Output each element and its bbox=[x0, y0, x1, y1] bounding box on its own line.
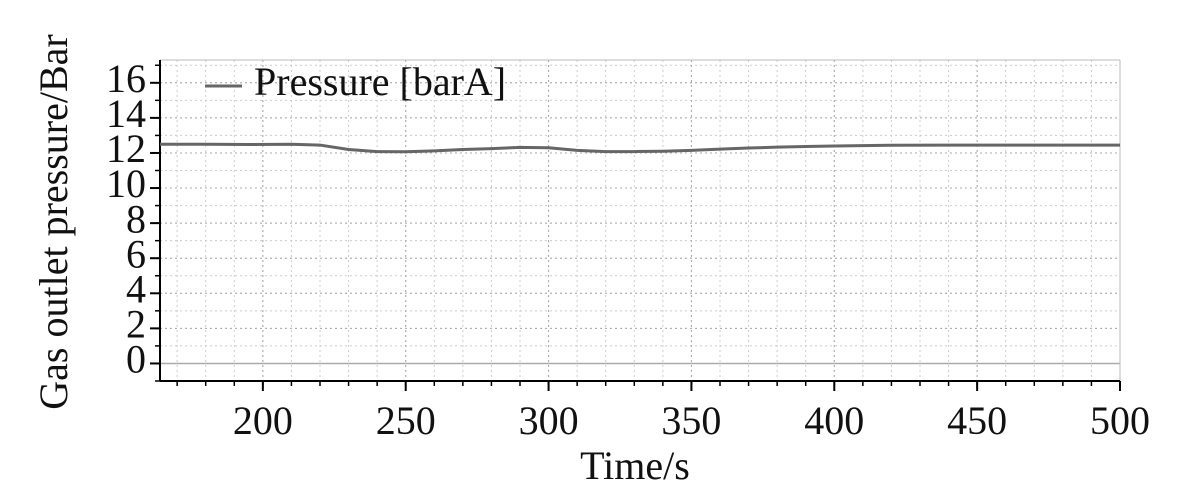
y-tick-label: 10 bbox=[106, 161, 146, 206]
x-tick-label: 200 bbox=[233, 398, 293, 443]
y-tick-label: 14 bbox=[106, 91, 146, 136]
x-tick-label: 400 bbox=[804, 398, 864, 443]
x-tick-label: 500 bbox=[1090, 398, 1150, 443]
y-tick-label: 16 bbox=[106, 56, 146, 101]
x-tick-label: 300 bbox=[519, 398, 579, 443]
y-tick-label: 6 bbox=[126, 231, 146, 276]
x-tick-label: 350 bbox=[661, 398, 721, 443]
y-tick-label: 12 bbox=[106, 126, 146, 171]
y-tick-label: 8 bbox=[126, 196, 146, 241]
x-tick-label: 250 bbox=[376, 398, 436, 443]
data-line bbox=[160, 142, 1120, 154]
y-tick-label: 0 bbox=[126, 337, 146, 382]
y-tick-label: 2 bbox=[126, 302, 146, 347]
y-axis-label: Gas outlet pressure/Bar bbox=[31, 34, 76, 409]
x-axis-label: Time/s bbox=[580, 443, 690, 488]
x-tick-label: 450 bbox=[947, 398, 1007, 443]
legend-label: Pressure [barA] bbox=[254, 59, 506, 104]
y-tick-label: 4 bbox=[126, 266, 146, 311]
